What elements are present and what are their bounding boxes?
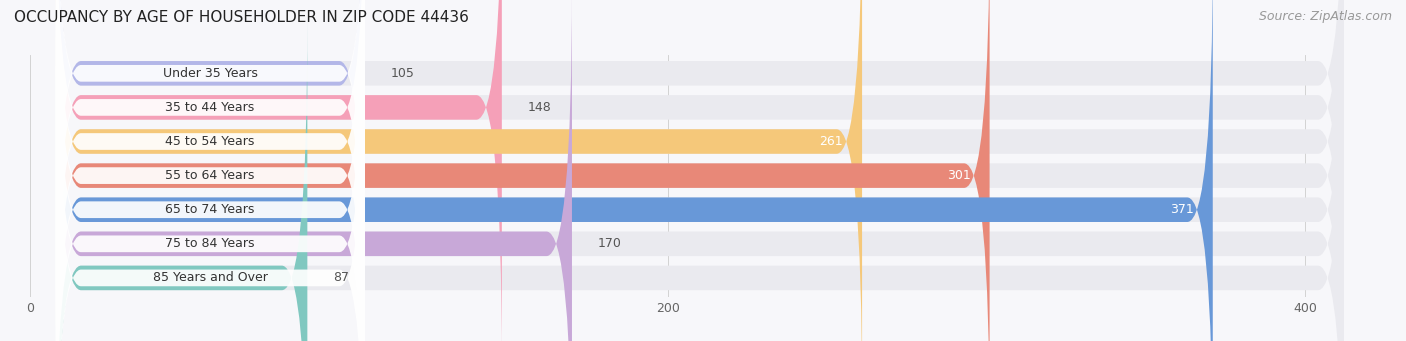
FancyBboxPatch shape xyxy=(55,0,1344,341)
Text: 35 to 44 Years: 35 to 44 Years xyxy=(166,101,254,114)
Text: 45 to 54 Years: 45 to 54 Years xyxy=(166,135,254,148)
FancyBboxPatch shape xyxy=(55,13,364,341)
Text: 148: 148 xyxy=(527,101,551,114)
FancyBboxPatch shape xyxy=(55,0,364,341)
FancyBboxPatch shape xyxy=(55,0,1344,334)
FancyBboxPatch shape xyxy=(55,17,1344,341)
Text: 85 Years and Over: 85 Years and Over xyxy=(153,271,267,284)
Text: OCCUPANCY BY AGE OF HOUSEHOLDER IN ZIP CODE 44436: OCCUPANCY BY AGE OF HOUSEHOLDER IN ZIP C… xyxy=(14,10,470,25)
Text: 301: 301 xyxy=(946,169,970,182)
Text: Source: ZipAtlas.com: Source: ZipAtlas.com xyxy=(1258,10,1392,23)
FancyBboxPatch shape xyxy=(55,0,502,341)
FancyBboxPatch shape xyxy=(55,0,364,341)
Text: Under 35 Years: Under 35 Years xyxy=(163,67,257,80)
FancyBboxPatch shape xyxy=(55,0,1344,341)
Text: 87: 87 xyxy=(333,271,349,284)
FancyBboxPatch shape xyxy=(55,0,572,341)
Text: 65 to 74 Years: 65 to 74 Years xyxy=(166,203,254,216)
FancyBboxPatch shape xyxy=(55,0,364,341)
FancyBboxPatch shape xyxy=(55,0,1213,341)
FancyBboxPatch shape xyxy=(55,0,990,341)
FancyBboxPatch shape xyxy=(55,0,364,338)
FancyBboxPatch shape xyxy=(55,0,1344,341)
FancyBboxPatch shape xyxy=(55,0,364,341)
FancyBboxPatch shape xyxy=(55,0,862,341)
FancyBboxPatch shape xyxy=(55,17,308,341)
Text: 170: 170 xyxy=(598,237,621,250)
Text: 105: 105 xyxy=(391,67,415,80)
Text: 371: 371 xyxy=(1170,203,1194,216)
FancyBboxPatch shape xyxy=(55,0,364,334)
Text: 261: 261 xyxy=(820,135,844,148)
FancyBboxPatch shape xyxy=(55,0,1344,341)
FancyBboxPatch shape xyxy=(55,0,364,341)
Text: 55 to 64 Years: 55 to 64 Years xyxy=(166,169,254,182)
Text: 75 to 84 Years: 75 to 84 Years xyxy=(166,237,254,250)
FancyBboxPatch shape xyxy=(55,0,1344,341)
